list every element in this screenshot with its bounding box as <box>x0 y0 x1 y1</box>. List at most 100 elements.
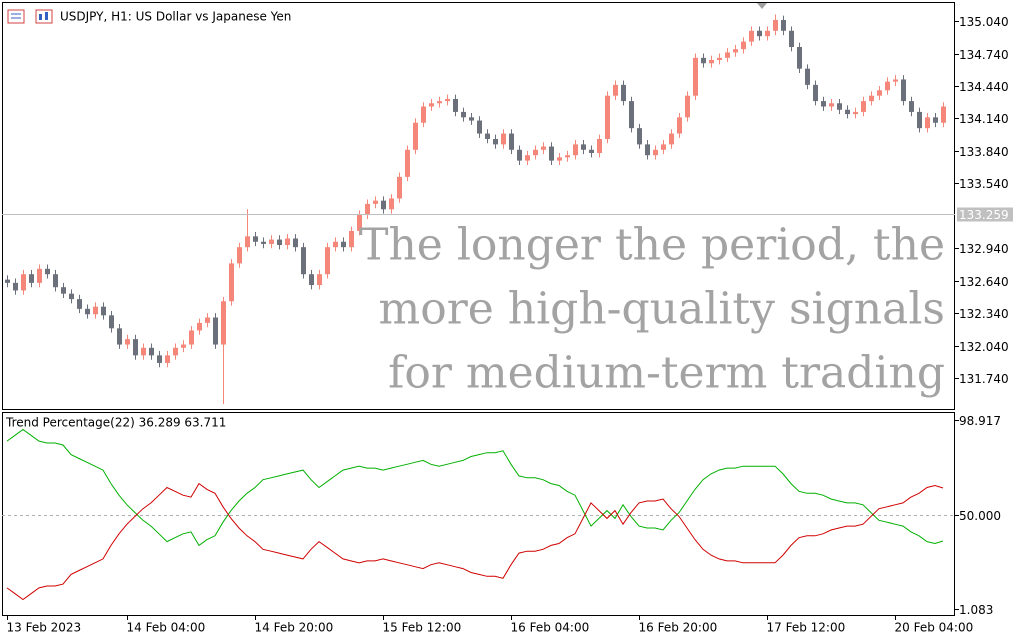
candle-body <box>941 106 946 123</box>
x-tick-label: 17 Feb 12:00 <box>767 621 846 635</box>
candle-body <box>717 57 722 60</box>
x-tick-label: 14 Feb 20:00 <box>255 621 334 635</box>
candle-body <box>453 98 458 112</box>
candle-body <box>93 306 98 315</box>
y-tick-label: 133.840 <box>959 145 1009 159</box>
candle-body <box>653 149 658 156</box>
candle-body <box>221 301 226 345</box>
y-tick-label: 134.440 <box>959 80 1009 94</box>
candle-body <box>133 339 138 356</box>
candle-body <box>493 138 498 145</box>
candle-body <box>685 95 690 118</box>
candle-body <box>5 279 10 283</box>
candle-body <box>637 128 642 145</box>
candle-body <box>749 30 754 42</box>
candle-body <box>469 117 474 121</box>
candle-body <box>541 146 546 150</box>
candle-body <box>125 339 130 345</box>
indicator-line <box>6 482 944 601</box>
candle-body <box>205 317 210 323</box>
candle-body <box>381 200 386 210</box>
candle-body <box>277 239 282 246</box>
y-tick-label: 134.740 <box>959 48 1009 62</box>
candle-body <box>229 263 234 302</box>
candle-body <box>909 101 914 112</box>
candle-body <box>141 347 146 356</box>
candle-body <box>853 111 858 115</box>
candle-body <box>413 122 418 150</box>
current-price-box <box>957 207 1013 222</box>
candle-body <box>213 317 218 345</box>
candle-body <box>773 19 778 31</box>
candle-body <box>797 47 802 69</box>
candle-body <box>157 355 162 363</box>
candle-body <box>645 144 650 156</box>
candle-body <box>245 236 250 248</box>
current-price-label: 133.259 <box>959 208 1009 222</box>
candle-body <box>189 330 194 345</box>
candle-body <box>365 203 370 215</box>
candle-body <box>829 103 834 107</box>
candle-body <box>837 103 842 110</box>
y-tick-label: 132.640 <box>959 275 1009 289</box>
x-tick-label: 16 Feb 04:00 <box>511 621 590 635</box>
candle-body <box>549 146 554 161</box>
candle-body <box>309 274 314 286</box>
candle-body <box>869 95 874 102</box>
candle-body <box>429 103 434 107</box>
candle-body <box>301 247 306 275</box>
candle-body <box>669 133 674 145</box>
x-tick-label: 20 Feb 04:00 <box>895 621 974 635</box>
candle-body <box>85 308 90 315</box>
candle-body <box>525 155 530 161</box>
scroll-marker <box>757 3 767 9</box>
candle-body <box>813 84 818 102</box>
candle-body <box>789 30 794 48</box>
candle-body <box>173 347 178 356</box>
candle-body <box>461 111 466 118</box>
candle-body <box>901 79 906 102</box>
y-tick-label: 98.917 <box>959 414 1001 428</box>
candle-body <box>53 274 58 288</box>
candle-body <box>677 117 682 134</box>
candle-body <box>893 79 898 82</box>
candle-body <box>69 293 74 300</box>
candle-body <box>573 144 578 156</box>
candle-body <box>589 149 594 154</box>
candle-body <box>37 268 42 283</box>
candle-body <box>565 155 570 158</box>
candle-body <box>861 101 866 112</box>
candle-body <box>285 238 290 246</box>
candle-body <box>765 30 770 37</box>
candle-body <box>597 138 602 154</box>
candle-body <box>693 57 698 96</box>
y-tick-label: 132.040 <box>959 340 1009 354</box>
candle-body <box>821 101 826 107</box>
indicator-title: Trend Percentage(22) 36.289 63.711 <box>5 416 226 430</box>
price-panel <box>2 2 955 410</box>
x-tick-label: 13 Feb 2023 <box>7 621 82 635</box>
indicator-panel <box>2 412 955 616</box>
annotation: for medium-term trading <box>388 348 945 399</box>
candle-body <box>845 109 850 115</box>
candle-body <box>77 299 82 309</box>
candle-body <box>477 120 482 134</box>
candle-body <box>341 241 346 248</box>
candle-body <box>357 214 362 231</box>
icon <box>39 14 42 20</box>
candle-body <box>293 238 298 248</box>
y-tick-label: 133.540 <box>959 177 1009 191</box>
candle-body <box>517 149 522 161</box>
candle-body <box>237 247 242 264</box>
candle-body <box>373 200 378 204</box>
y-tick-label: 50.000 <box>959 509 1001 523</box>
candle-body <box>181 344 186 348</box>
candle-body <box>581 144 586 150</box>
x-tick-label: 14 Feb 04:00 <box>127 621 206 635</box>
candle-body <box>325 247 330 275</box>
candle-body <box>485 133 490 139</box>
candle-body <box>437 101 442 104</box>
candle-body <box>733 49 738 53</box>
annotation: The longer the period, the <box>359 220 945 271</box>
